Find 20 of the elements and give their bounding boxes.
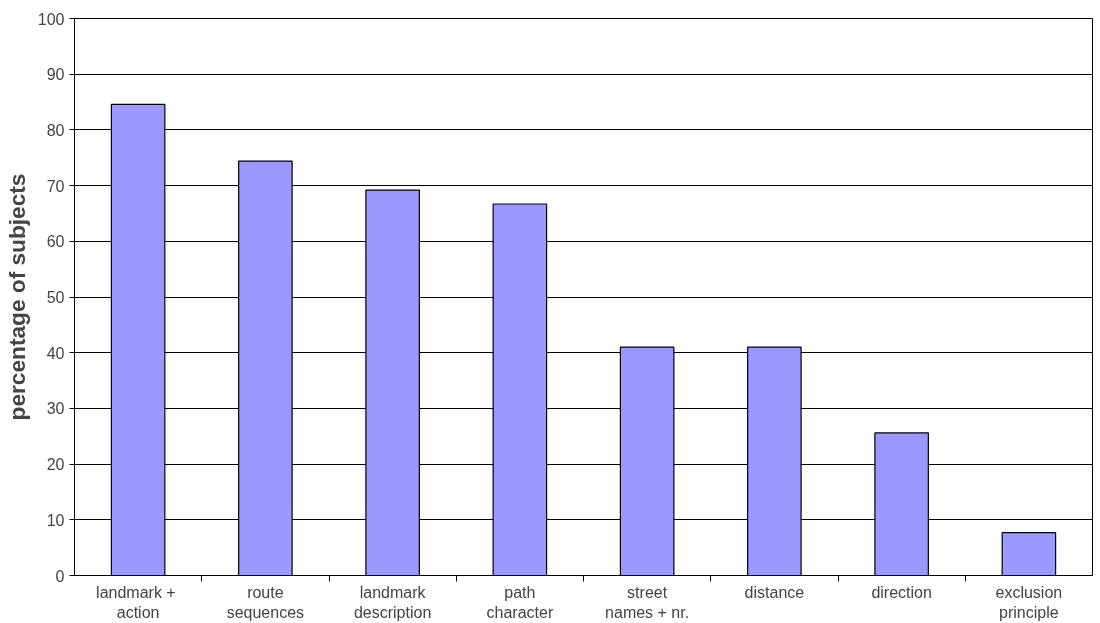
y-tick-label: 20 <box>46 456 65 474</box>
y-tick-label: 0 <box>55 567 65 585</box>
y-tick-label: 10 <box>46 511 65 529</box>
y-tick-label: 90 <box>46 66 65 84</box>
x-tick-label: landmark + action <box>96 583 176 621</box>
x-tick-label: path character <box>486 583 554 621</box>
y-tick-label: 30 <box>46 400 65 418</box>
x-tick-label: street names + nr. <box>605 583 690 621</box>
y-tick-label: 80 <box>46 121 65 139</box>
y-tick-label: 70 <box>46 177 65 195</box>
y-tick-label: 50 <box>46 289 65 306</box>
x-tick-label: exclusion principle <box>995 583 1063 621</box>
y-tick-label: 40 <box>46 344 65 362</box>
x-tick-label: direction <box>871 583 932 601</box>
y-axis-title: percentage of subjects <box>3 173 30 421</box>
x-tick-label: landmark description <box>353 583 432 621</box>
x-tick-label: route sequences <box>226 583 305 621</box>
x-tick-label: distance <box>744 583 805 601</box>
y-tick-label: 100 <box>37 10 65 28</box>
y-tick-label: 60 <box>46 233 65 251</box>
